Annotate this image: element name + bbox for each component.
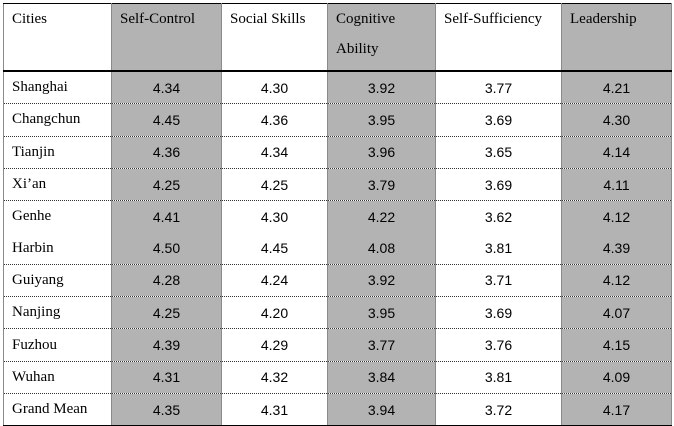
cognitive-ability-cell: 3.95 [327, 103, 436, 137]
city-name-cell: Tianjin [3, 135, 112, 169]
self-sufficiency-cell: 3.71 [435, 263, 562, 297]
self-control-cell: 4.25 [111, 296, 222, 329]
leadership-cell: 4.09 [561, 360, 672, 394]
table-row: Grand Mean 4.35 4.31 3.94 3.72 4.17 [3, 392, 672, 426]
cognitive-ability-cell: 4.22 [327, 200, 436, 233]
city-name-cell: Grand Mean [3, 392, 112, 426]
self-sufficiency-cell: 3.69 [435, 296, 562, 329]
cognitive-ability-cell: 3.92 [327, 71, 436, 104]
city-name-cell: Nanjing [3, 296, 112, 329]
self-sufficiency-cell: 3.65 [435, 135, 562, 169]
cognitive-ability-cell: 3.84 [327, 360, 436, 394]
table-row: Nanjing 4.25 4.20 3.95 3.69 4.07 [3, 296, 672, 329]
social-skills-cell: 4.30 [221, 71, 328, 104]
social-skills-cell: 4.30 [221, 200, 328, 233]
cognitive-ability-cell: 3.96 [327, 135, 436, 169]
header-cities: Cities [3, 3, 112, 72]
self-sufficiency-cell: 3.76 [435, 328, 562, 362]
leadership-cell: 4.12 [561, 200, 672, 233]
city-name-cell: Xi’an [3, 167, 112, 201]
self-control-cell: 4.28 [111, 263, 222, 297]
self-sufficiency-cell: 3.72 [435, 392, 562, 426]
header-self-control: Self-Control [111, 3, 222, 72]
self-control-cell: 4.31 [111, 360, 222, 394]
table-row: Xi’an 4.25 4.25 3.79 3.69 4.11 [3, 167, 672, 201]
header-cognitive-ability: Cognitive Ability [327, 3, 436, 72]
self-sufficiency-cell: 3.77 [435, 71, 562, 104]
leadership-cell: 4.21 [561, 71, 672, 104]
self-control-cell: 4.39 [111, 328, 222, 362]
social-skills-cell: 4.20 [221, 296, 328, 329]
table-row: Genhe 4.41 4.30 4.22 3.62 4.12 [3, 200, 672, 233]
leadership-cell: 4.30 [561, 103, 672, 137]
table-row: Shanghai 4.34 4.30 3.92 3.77 4.21 [3, 71, 672, 104]
self-sufficiency-cell: 3.62 [435, 200, 562, 233]
city-name-cell: Genhe [3, 200, 112, 233]
social-skills-cell: 4.25 [221, 167, 328, 201]
leadership-cell: 4.14 [561, 135, 672, 169]
self-control-cell: 4.25 [111, 167, 222, 201]
header-self-sufficiency: Self-Sufficiency [435, 3, 562, 72]
table-row: Harbin 4.50 4.45 4.08 3.81 4.39 [3, 232, 672, 265]
header-leadership: Leadership [561, 3, 672, 72]
social-skills-cell: 4.34 [221, 135, 328, 169]
self-sufficiency-cell: 3.69 [435, 103, 562, 137]
leadership-cell: 4.17 [561, 392, 672, 426]
social-skills-cell: 4.24 [221, 263, 328, 297]
social-skills-cell: 4.29 [221, 328, 328, 362]
cognitive-ability-cell: 3.94 [327, 392, 436, 426]
self-sufficiency-cell: 3.81 [435, 360, 562, 394]
city-name-cell: Fuzhou [3, 328, 112, 362]
self-control-cell: 4.50 [111, 232, 222, 265]
leadership-cell: 4.39 [561, 232, 672, 265]
table-row: Changchun 4.45 4.36 3.95 3.69 4.30 [3, 103, 672, 137]
leadership-cell: 4.12 [561, 263, 672, 297]
leadership-cell: 4.07 [561, 296, 672, 329]
table-row: Tianjin 4.36 4.34 3.96 3.65 4.14 [3, 135, 672, 169]
self-control-cell: 4.45 [111, 103, 222, 137]
self-control-cell: 4.35 [111, 392, 222, 426]
social-skills-cell: 4.32 [221, 360, 328, 394]
city-name-cell: Wuhan [3, 360, 112, 394]
social-skills-cell: 4.36 [221, 103, 328, 137]
cognitive-ability-cell: 3.92 [327, 263, 436, 297]
table-row: Fuzhou 4.39 4.29 3.77 3.76 4.15 [3, 328, 672, 362]
leadership-cell: 4.11 [561, 167, 672, 201]
self-sufficiency-cell: 3.81 [435, 232, 562, 265]
cognitive-ability-cell: 3.77 [327, 328, 436, 362]
cognitive-ability-cell: 3.95 [327, 296, 436, 329]
city-name-cell: Changchun [3, 103, 112, 137]
self-control-cell: 4.41 [111, 200, 222, 233]
header-social-skills: Social Skills [221, 3, 328, 72]
cognitive-ability-cell: 3.79 [327, 167, 436, 201]
self-control-cell: 4.34 [111, 71, 222, 104]
leadership-cell: 4.15 [561, 328, 672, 362]
social-skills-cell: 4.31 [221, 392, 328, 426]
self-control-cell: 4.36 [111, 135, 222, 169]
city-name-cell: Harbin [3, 232, 112, 265]
city-scores-table: Cities Self-Control Social Skills Cognit… [3, 3, 672, 426]
social-skills-cell: 4.45 [221, 232, 328, 265]
header-row: Cities Self-Control Social Skills Cognit… [3, 3, 672, 72]
city-name-cell: Shanghai [3, 71, 112, 104]
city-name-cell: Guiyang [3, 263, 112, 297]
table-row: Guiyang 4.28 4.24 3.92 3.71 4.12 [3, 263, 672, 297]
table-row: Wuhan 4.31 4.32 3.84 3.81 4.09 [3, 360, 672, 394]
cognitive-ability-cell: 4.08 [327, 232, 436, 265]
self-sufficiency-cell: 3.69 [435, 167, 562, 201]
